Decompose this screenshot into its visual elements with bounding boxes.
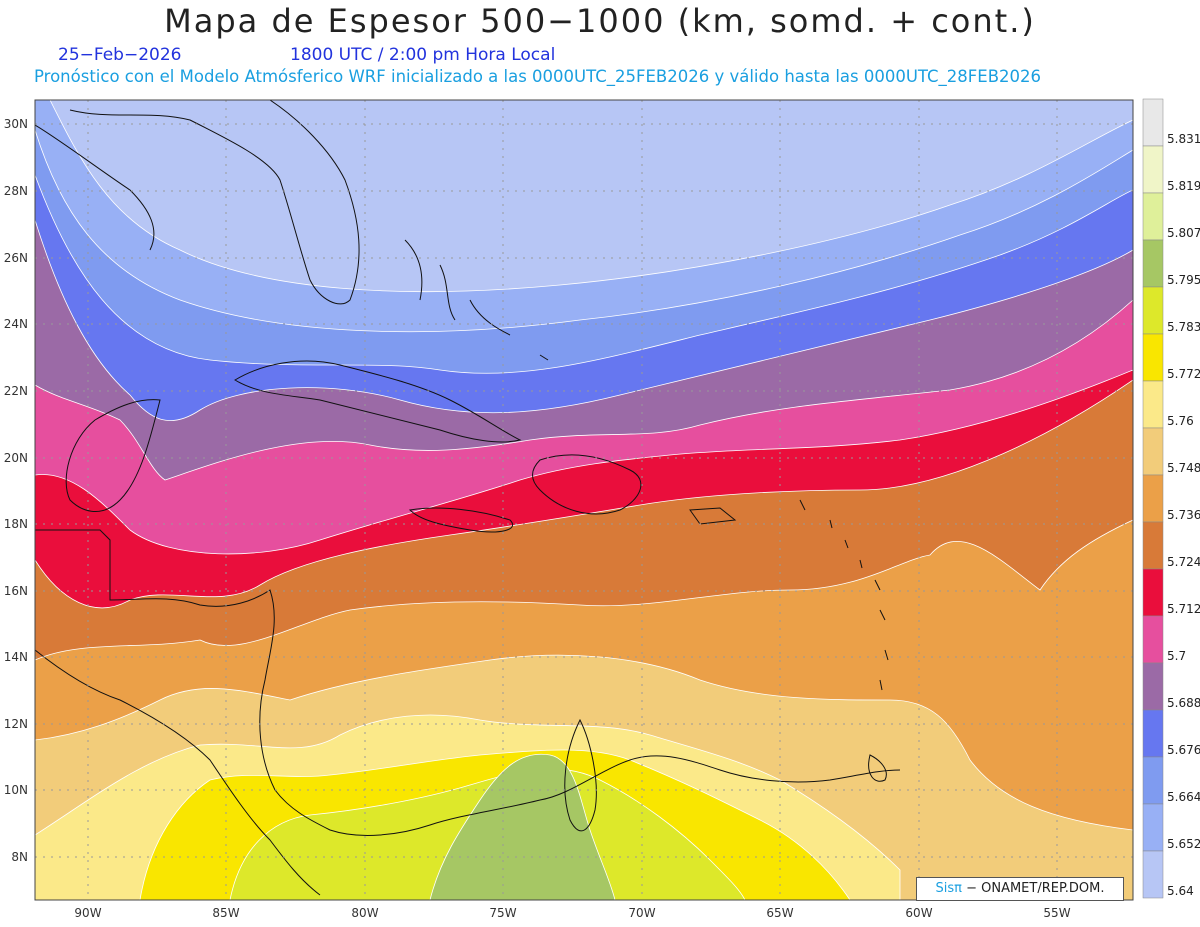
lat-label: 26N (4, 251, 28, 265)
colorbar-label: 5.724 (1167, 555, 1200, 569)
colorbar-swatch (1142, 709, 1164, 758)
lat-label: 10N (4, 783, 28, 797)
credit-text: − ONAMET/REP.DOM. (961, 881, 1105, 896)
colorbar: 5.831 5.819 5.807 5.795 5.783 5.772 5.76 5.748 5… (1142, 98, 1200, 899)
lon-label: 75W (489, 906, 516, 920)
colorbar-label: 5.736 (1167, 508, 1200, 522)
lat-label: 24N (4, 317, 28, 331)
colorbar-label: 5.664 (1167, 790, 1200, 804)
colorbar-label: 5.64 (1167, 884, 1194, 898)
lat-lon-grid (35, 100, 1133, 900)
colorbar-swatch (1142, 521, 1164, 570)
lon-label: 90W (74, 906, 101, 920)
lon-label: 60W (905, 906, 932, 920)
lat-label: 20N (4, 451, 28, 465)
colorbar-swatch (1142, 145, 1164, 194)
lon-label: 80W (351, 906, 378, 920)
forecast-date: 25−Feb−2026 (58, 45, 182, 65)
coastlines (35, 100, 901, 896)
colorbar-swatch (1142, 850, 1164, 899)
latitude-labels: 30N 28N 26N 24N 22N 20N 18N 16N 14N 12N … (4, 117, 28, 864)
colorbar-label: 5.819 (1167, 179, 1200, 193)
lat-label: 22N (4, 384, 28, 398)
colorbar-label: 5.831 (1167, 132, 1200, 146)
map-border (34, 99, 1134, 901)
lat-label: 12N (4, 717, 28, 731)
lon-label: 70W (628, 906, 655, 920)
colorbar-swatch (1142, 756, 1164, 805)
colorbar-swatch (1142, 380, 1164, 429)
credit-box: Sisπ − ONAMET/REP.DOM. (916, 877, 1124, 901)
colorbar-label: 5.676 (1167, 743, 1200, 757)
lon-label: 85W (212, 906, 239, 920)
map-area (35, 100, 1133, 900)
colorbar-label: 5.772 (1167, 367, 1200, 381)
colorbar-label: 5.688 (1167, 696, 1200, 710)
colorbar-label: 5.712 (1167, 602, 1200, 616)
colorbar-label: 5.652 (1167, 837, 1200, 851)
lon-label: 55W (1043, 906, 1070, 920)
colorbar-swatch (1142, 803, 1164, 852)
colorbar-label: 5.7 (1167, 649, 1186, 663)
colorbar-swatch (1142, 239, 1164, 288)
lon-label: 65W (766, 906, 793, 920)
lat-label: 8N (11, 850, 28, 864)
colorbar-swatch (1142, 568, 1164, 617)
lat-label: 30N (4, 117, 28, 131)
credit-brand: Sisπ (935, 881, 962, 896)
colorbar-swatch (1142, 662, 1164, 711)
colorbar-swatch (1142, 286, 1164, 335)
colorbar-swatch (1142, 98, 1164, 147)
lat-label: 28N (4, 184, 28, 198)
colorbar-swatch (1142, 192, 1164, 241)
colorbar-label: 5.748 (1167, 461, 1200, 475)
colorbar-swatch (1142, 474, 1164, 523)
longitude-labels: 90W 85W 80W 75W 70W 65W 60W 55W (74, 906, 1070, 920)
lat-label: 14N (4, 650, 28, 664)
colorbar-label: 5.807 (1167, 226, 1200, 240)
forecast-description: Pronóstico con el Modelo Atmósferico WRF… (34, 67, 1042, 86)
map-title: Mapa de Espesor 500−1000 (km, somd. + co… (164, 2, 1036, 40)
colorbar-label: 5.795 (1167, 273, 1200, 287)
colorbar-swatch (1142, 333, 1164, 382)
lat-label: 18N (4, 517, 28, 531)
colorbar-swatch (1142, 615, 1164, 664)
colorbar-swatch (1142, 427, 1164, 476)
colorbar-label: 5.76 (1167, 414, 1194, 428)
lat-label: 16N (4, 584, 28, 598)
forecast-time: 1800 UTC / 2:00 pm Hora Local (290, 45, 556, 65)
colorbar-label: 5.783 (1167, 320, 1200, 334)
